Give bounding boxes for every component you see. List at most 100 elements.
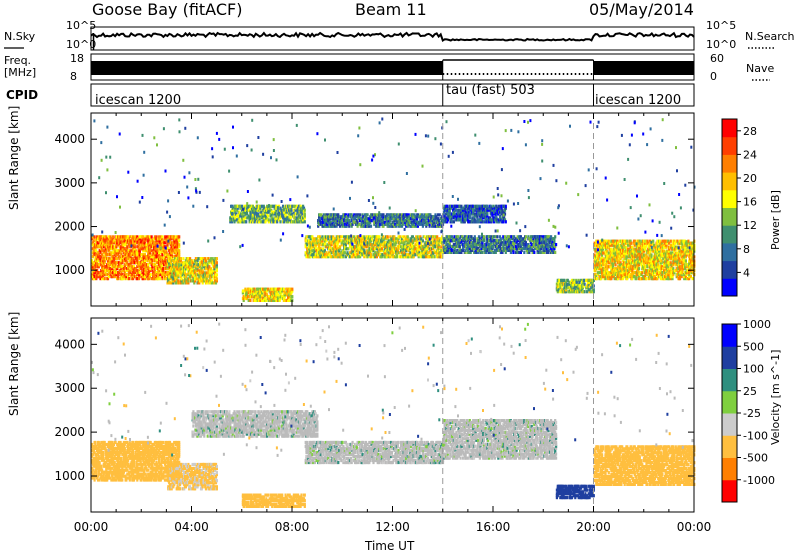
power-echo-cell xyxy=(169,259,172,263)
power-echo-cell xyxy=(323,239,326,243)
power-echo-cell xyxy=(249,214,252,218)
power-echo-cell xyxy=(115,253,118,257)
power-echo-cell xyxy=(130,235,133,239)
power-echo-cell xyxy=(255,289,258,293)
power-echo-cell xyxy=(289,296,292,301)
power-echo-cell xyxy=(145,243,148,247)
power-echo-cell xyxy=(117,251,120,255)
power-echo-cell xyxy=(176,241,179,245)
power-echo-cell xyxy=(211,281,214,285)
power-echo-cell xyxy=(348,243,352,247)
power-echo-cell xyxy=(204,257,207,261)
power-echo-cell xyxy=(176,245,179,249)
power-echo-cell xyxy=(347,239,350,243)
power-echo-cell xyxy=(374,255,377,259)
power-echo-cell xyxy=(140,263,143,267)
power-echo-cell xyxy=(116,239,119,243)
power-echo-cell xyxy=(307,253,310,257)
power-echo-cell xyxy=(103,261,106,265)
power-echo-cell xyxy=(150,237,153,241)
power-echo-cell xyxy=(504,204,507,208)
power-echo-cell xyxy=(317,249,320,253)
power-echo-cell xyxy=(94,263,97,267)
power-echo-cell xyxy=(131,273,134,277)
power-echo-cell xyxy=(96,269,99,273)
power-echo-cell xyxy=(138,271,141,275)
power-echo-cell xyxy=(120,239,123,243)
power-echo-cell xyxy=(267,295,270,299)
power-echo-cell xyxy=(163,259,167,263)
power-echo-cell xyxy=(379,245,382,249)
power-echo-cell xyxy=(334,245,337,249)
power-echo-cell xyxy=(259,204,262,208)
power-echo-cell xyxy=(362,247,365,251)
power-echo-cell xyxy=(116,241,119,245)
power-echo-cell xyxy=(174,249,177,253)
power-echo-cell xyxy=(308,251,311,255)
power-echo-cell xyxy=(96,237,100,241)
power-echo-cell xyxy=(174,235,177,239)
power-echo-cell xyxy=(180,279,183,283)
power-echo-cell xyxy=(101,253,104,257)
power-echo-cell xyxy=(105,235,108,239)
power-echo-cell xyxy=(289,218,292,222)
power-echo-cell xyxy=(124,247,127,251)
power-echo-cell xyxy=(148,253,151,257)
power-echo-cell xyxy=(330,249,333,253)
power-echo-cell xyxy=(143,277,146,281)
power-echo-cell xyxy=(163,277,167,281)
power-echo-cell xyxy=(296,208,299,212)
power-echo-cell xyxy=(163,241,167,245)
power-echo-cell xyxy=(183,275,186,279)
power-echo-cell xyxy=(244,287,247,291)
power-echo-cell xyxy=(131,265,134,269)
power-echo-cell xyxy=(187,273,190,277)
power-echo-cell xyxy=(153,263,156,267)
power-echo-cell xyxy=(152,271,155,275)
power-echo-cell xyxy=(259,298,262,302)
power-echo-cell xyxy=(106,253,110,257)
power-echo-cell xyxy=(169,243,172,247)
power-echo-cell xyxy=(271,216,274,220)
power-echo-cell xyxy=(95,239,98,243)
power-echo-cell xyxy=(120,257,123,261)
power-echo-cell xyxy=(148,269,151,273)
power-echo-cell xyxy=(175,269,178,273)
power-echo-cell xyxy=(289,293,292,297)
power-echo-cell xyxy=(101,277,104,281)
power-echo-cell xyxy=(305,241,308,245)
power-echo-cell xyxy=(204,275,208,279)
power-echo-cell xyxy=(188,269,191,273)
power-echo-cell xyxy=(194,271,197,275)
power-echo-cell xyxy=(133,261,136,265)
power-echo-cell xyxy=(369,251,372,255)
power-echo-cell xyxy=(93,235,96,239)
power-echo-cell xyxy=(265,218,268,222)
power-echo-cell xyxy=(123,275,126,279)
power-echo-cell xyxy=(184,279,187,283)
power-echo-cell xyxy=(142,255,146,259)
power-echo-cell xyxy=(104,255,107,259)
power-echo-cell xyxy=(136,265,139,269)
power-echo-cell xyxy=(195,257,198,261)
power-echo-cell xyxy=(148,261,151,265)
power-echo-cell xyxy=(213,281,216,285)
power-echo-cell xyxy=(121,273,124,277)
power-echo-cell xyxy=(184,275,187,279)
power-echo-cell xyxy=(148,275,151,279)
power-echo-cell xyxy=(121,241,124,245)
power-echo-cell xyxy=(233,214,236,218)
power-echo-cell xyxy=(95,277,98,281)
power-echo-cell xyxy=(365,245,368,249)
power-echo-cell xyxy=(310,241,313,245)
power-echo-cell xyxy=(169,247,172,251)
power-echo-cell xyxy=(312,239,315,243)
power-echo-cell xyxy=(215,265,218,269)
power-echo-cell xyxy=(93,267,96,271)
power-echo-cell xyxy=(197,257,200,261)
power-echo-cell xyxy=(166,265,169,269)
power-echo-cell xyxy=(344,243,347,247)
power-echo-cell xyxy=(111,275,114,279)
nave-tick-bottom: 0 xyxy=(710,70,717,83)
power-echo-cell xyxy=(158,251,161,255)
